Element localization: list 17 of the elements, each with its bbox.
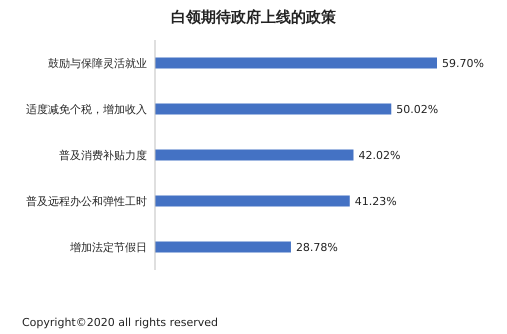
text: Copyright©2020 all rights reserved [22,316,218,329]
y-tick-label: 增加法定节假日 [69,240,147,254]
y-tick-label: 鼓励与保障灵活就业 [48,56,147,70]
y-tick-label: 普及消费补贴力度 [59,148,147,162]
bar [155,103,392,114]
data-label: 41.23% [354,194,397,208]
data-label: 50.02% [396,102,438,116]
data-label: 28.78% [296,240,338,254]
y-tick-label: 普及远程办公和弹性工时 [26,194,147,208]
data-label: 59.70% [442,56,484,70]
bar [155,57,437,68]
bar [155,241,291,252]
chart-title: 白领期待政府上线的政策 [170,8,337,27]
data-label: 42.02% [358,148,400,162]
bar [155,195,350,206]
bar [155,149,354,160]
y-tick-label: 适度减免个税，增加收入 [26,102,147,116]
